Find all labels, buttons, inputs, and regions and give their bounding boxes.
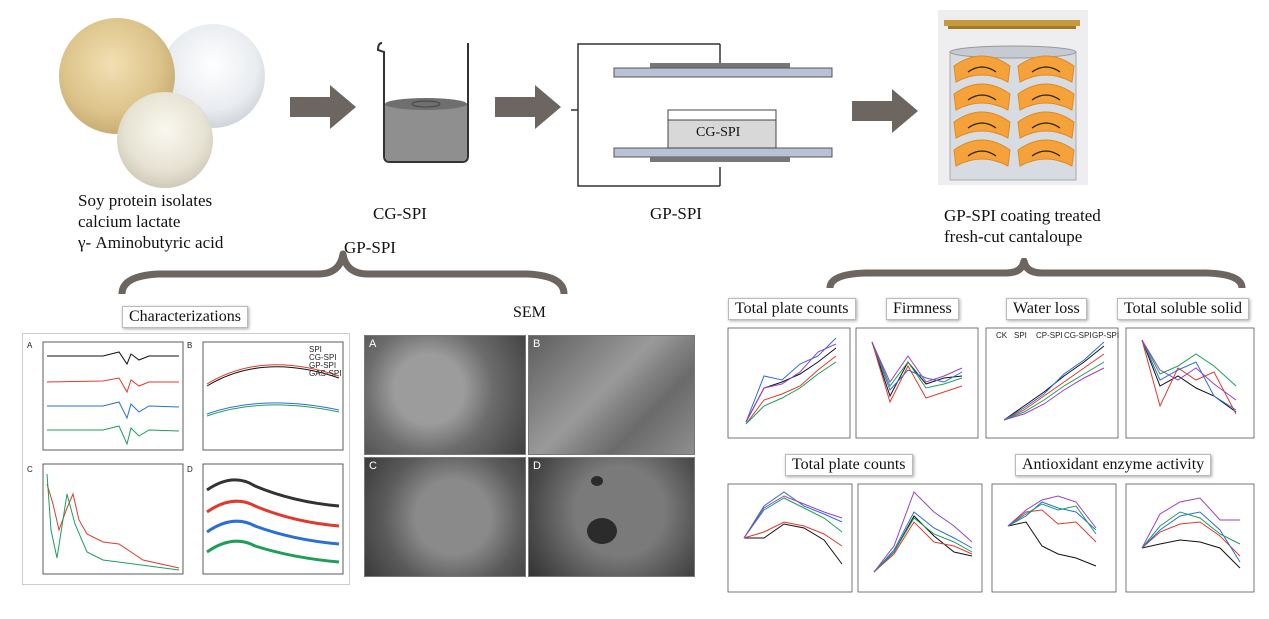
arrow-icon <box>290 85 356 129</box>
prop-row2-title-2: Antioxidant enzyme activity <box>1015 454 1212 476</box>
sem-image-b: B <box>528 335 695 455</box>
prop-row2-title-1: Total plate counts <box>785 454 913 476</box>
stage1-line-2: calcium lactate <box>78 212 181 231</box>
sem-panel-b-label: B <box>533 338 541 350</box>
property-charts-row2 <box>727 483 1255 593</box>
beaker-icon <box>376 42 469 163</box>
sem-image-d: D <box>528 457 695 577</box>
stage1-line-1: Soy protein isolates <box>78 191 213 210</box>
prop-legend-4: CG-SPI <box>1064 331 1092 340</box>
stage3-label: GP-SPI <box>650 204 702 223</box>
gaba-powder <box>117 92 213 188</box>
stage2-label: CG-SPI <box>373 204 427 223</box>
stage1-label: Soy protein isolates calcium lactate γ- … <box>78 190 278 253</box>
prop-row1-title-3: Water loss <box>1006 298 1087 320</box>
characterizations-title: Characterizations <box>122 306 248 328</box>
sem-title: SEM <box>513 304 546 321</box>
stage4-line-2: fresh-cut cantaloupe <box>944 227 1083 246</box>
prop-row1-title-4: Total soluble solid <box>1117 298 1249 320</box>
powder-illustration <box>59 18 265 188</box>
brace-right <box>826 258 1246 289</box>
hot-press-icon <box>571 43 833 187</box>
arrow-icon <box>852 89 918 133</box>
sem-pore <box>591 476 603 486</box>
prop-legend-5: GP-SPI <box>1092 331 1119 340</box>
char-legend-3: GP-SPI <box>309 361 336 370</box>
characterizations-charts: A B SPI CG-SPI GP-SPI GAS-SPI C D <box>27 341 344 575</box>
sem-image-a: A <box>364 335 526 455</box>
property-charts-row1: CK SPI CP-SPI CG-SPI GP-SPI <box>727 327 1255 439</box>
arrow-icon <box>495 85 561 129</box>
sem-pore <box>587 518 617 544</box>
sem-panel-a-label: A <box>369 338 377 350</box>
stage4-label: GP-SPI coating treated fresh-cut cantalo… <box>944 205 1101 247</box>
prop-legend-3: CP-SPI <box>1036 331 1063 340</box>
prop-row1-title-1: Total plate counts <box>728 298 856 320</box>
sem-image-c: C <box>364 457 526 577</box>
sem-panel-c-label: C <box>369 460 377 472</box>
stage2-group-label: GP-SPI <box>344 238 396 257</box>
brace-left <box>118 250 568 295</box>
char-panel-c-label: C <box>27 465 33 474</box>
powder-images <box>55 18 265 188</box>
sem-panel-d-label: D <box>533 460 541 472</box>
char-panel-d-label: D <box>187 465 193 474</box>
prop-legend-1: CK <box>996 331 1008 340</box>
stage4-line-1: GP-SPI coating treated <box>944 206 1101 225</box>
stage1-line-3: γ- Aminobutyric acid <box>78 233 224 252</box>
char-legend-2: CG-SPI <box>309 353 337 362</box>
char-legend-1: SPI <box>309 345 322 354</box>
sem-grid: A B C D <box>362 333 695 578</box>
mold-label: CG-SPI <box>696 125 741 140</box>
char-panel-b-label: B <box>187 341 192 350</box>
char-panel-a-label: A <box>27 341 33 350</box>
cantaloupe-container-icon <box>938 10 1088 185</box>
prop-row1-title-2: Firmness <box>886 298 959 320</box>
char-legend-4: GAS-SPI <box>309 369 341 378</box>
prop-legend-2: SPI <box>1014 331 1027 340</box>
characterizations-panel: A B SPI CG-SPI GP-SPI GAS-SPI C D <box>22 333 350 585</box>
